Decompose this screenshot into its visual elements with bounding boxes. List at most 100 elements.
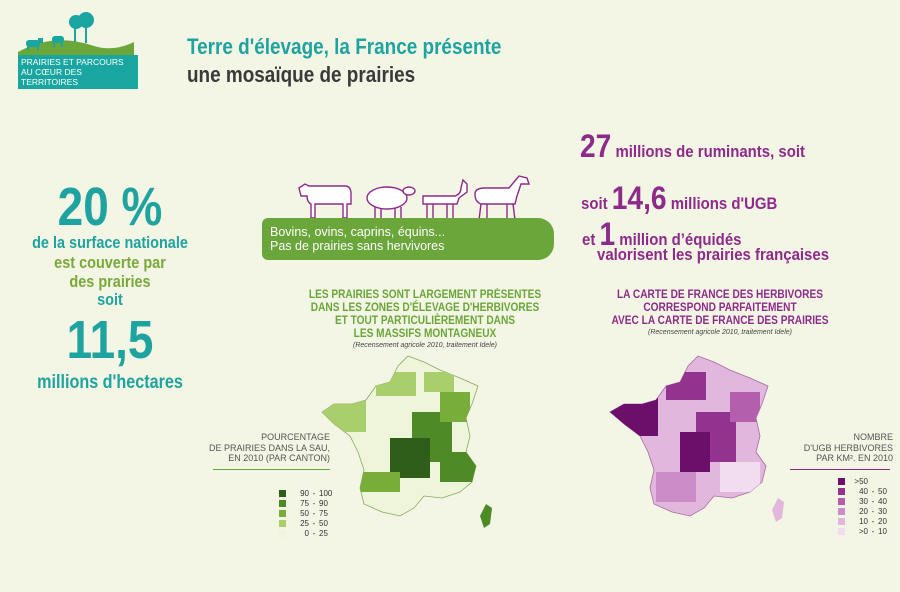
- equides-number: 1: [599, 216, 616, 252]
- legend-low: 20: [859, 506, 868, 516]
- ruminants-text: millions de ruminants, soit: [611, 142, 806, 161]
- legend-high: 25: [319, 528, 328, 538]
- legend-item: >50: [838, 476, 900, 486]
- green-map-heading: LES PRAIRIES SONT LARGEMENT PRÉSENTES DA…: [289, 289, 562, 341]
- legend-low: 30: [859, 496, 868, 506]
- purple-legend-title-3: PAR KM². EN 2010: [816, 453, 893, 463]
- legend-item: 50-75: [279, 508, 341, 518]
- legend-low: >0: [858, 526, 868, 536]
- corsica-shape: [772, 498, 784, 522]
- green-heading-4: LES MASSIFS MONTAGNEUX: [353, 328, 497, 340]
- legend-high: 100: [319, 488, 333, 498]
- legend-item: 25-50: [279, 518, 341, 528]
- equides-text: million d’équidés: [615, 230, 742, 249]
- horse-icon: [474, 175, 530, 221]
- legend-dash: -: [312, 518, 316, 528]
- title-line-2: une mosaïque de prairies: [187, 62, 416, 87]
- legend-dash: -: [312, 508, 316, 518]
- legend-item: 90-100: [279, 488, 341, 498]
- legend-high: 30: [878, 506, 887, 516]
- ugb-number: 14,6: [611, 180, 667, 216]
- logo: PRAIRIES ET PARCOURS AU CŒUR DES TERRITO…: [14, 12, 140, 89]
- green-legend-rule: [213, 469, 330, 470]
- purple-legend-rule: [790, 469, 890, 470]
- legend-swatch: [279, 509, 286, 517]
- legend-item: >0-10: [838, 526, 900, 536]
- france-herbivores-map: [609, 355, 784, 522]
- farm-landscape-icon: [18, 12, 134, 56]
- herbivores-banner: Bovins, ovins, caprins, équins... Pas de…: [262, 218, 554, 260]
- legend-item: 75-90: [279, 498, 341, 508]
- purple-map-heading: LA CARTE DE FRANCE DES HERBIVORES CORRES…: [588, 289, 852, 328]
- legend-low: >50: [854, 476, 868, 486]
- legend-swatch: [279, 519, 286, 527]
- legend-high: 50: [878, 486, 887, 496]
- purple-heading-1: LA CARTE DE FRANCE DES HERBIVORES: [616, 289, 823, 301]
- legend-item: 20-30: [838, 506, 900, 516]
- purple-heading-2: CORRESPOND PARFAITEMENT: [643, 302, 797, 314]
- valorisent-text: valorisent les prairies françaises: [597, 245, 830, 264]
- legend-dash: -: [871, 526, 875, 536]
- legend-dash: -: [871, 496, 875, 506]
- ruminants-stat: 27 millions de ruminants, soit: [580, 128, 805, 165]
- legend-swatch: [838, 497, 845, 505]
- ugb-prefix: soit: [581, 194, 612, 213]
- green-heading-1: LES PRAIRIES SONT LARGEMENT PRÉSENTES: [308, 289, 542, 301]
- legend-low: 40: [859, 486, 868, 496]
- legend-swatch: [279, 489, 286, 497]
- title-line-1: Terre d'élevage, la France présente: [187, 34, 502, 59]
- purple-legend-title-1: NOMBRE: [853, 432, 893, 442]
- green-map-source: (Recensement agricole 2010, traitement I…: [353, 342, 497, 349]
- legend-dash: -: [871, 506, 875, 516]
- purple-legend-title: NOMBRE D'UGB HERBIVORES PAR KM². EN 2010: [775, 432, 893, 464]
- ugb-stat: soit 14,6 millions d'UGB: [581, 180, 777, 217]
- ugb-text: millions d'UGB: [666, 194, 778, 213]
- corsica-shape: [480, 504, 492, 528]
- legend-dash: -: [312, 498, 316, 508]
- legend-item: 40-50: [838, 486, 900, 496]
- legend-dash: -: [312, 528, 316, 538]
- legend-swatch: [838, 487, 845, 495]
- purple-heading-3: AVEC LA CARTE DE FRANCE DES PRAIRIES: [611, 315, 829, 327]
- purple-legend-title-2: D'UGB HERBIVORES: [803, 442, 893, 453]
- purple-legend: >50 40-50 30-40 20-30 10-20 >0-10: [838, 476, 900, 536]
- equides-prefix: et: [582, 230, 600, 249]
- legend-swatch: [838, 517, 845, 525]
- legend-high: 10: [878, 526, 887, 536]
- legend-low: 50: [300, 508, 309, 518]
- legend-low: 75: [300, 498, 309, 508]
- legend-dash: -: [871, 486, 875, 496]
- legend-high: 50: [319, 518, 328, 528]
- hectares-value: 11,5: [66, 310, 154, 370]
- green-heading-2: DANS LES ZONES D'ÉLEVAGE D'HERBIVORES: [310, 302, 540, 314]
- sheep-icon: [366, 186, 416, 218]
- equides-stat: et 1 million d’équidés: [582, 216, 741, 253]
- banner-line-2: Pas de prairies sans hervivores: [270, 239, 445, 253]
- legend-low: 10: [859, 516, 868, 526]
- percent-text-1: de la surface nationale: [32, 233, 188, 252]
- percent-text-4: soit: [97, 290, 123, 309]
- cow-icon: [298, 183, 352, 219]
- logo-text: PRAIRIES ET PARCOURS AU CŒUR DES TERRITO…: [18, 55, 138, 89]
- legend-item: 0-25: [279, 528, 341, 538]
- percent-value: 20 %: [57, 177, 163, 237]
- legend-high: 75: [319, 508, 328, 518]
- animals-illustration: [298, 175, 530, 221]
- green-legend: 90-100 75-90 50-75 25-50 0-25: [279, 488, 341, 538]
- percent-text-3: des prairies: [69, 272, 151, 291]
- legend-dash: -: [871, 516, 875, 526]
- legend-swatch: [279, 529, 286, 537]
- legend-dash: -: [312, 488, 316, 498]
- legend-high: 90: [319, 498, 328, 508]
- green-legend-title-1: POURCENTAGE: [261, 432, 330, 442]
- legend-swatch: [838, 527, 845, 535]
- legend-low: 90: [300, 488, 309, 498]
- hectares-label: millions d'hectares: [37, 372, 183, 393]
- green-heading-3: ET TOUT PARTICULIÈREMENT DANS: [334, 315, 516, 327]
- goat-icon: [422, 178, 468, 218]
- green-legend-title-3: EN 2010 (PAR CANTON): [228, 453, 330, 463]
- legend-item: 10-20: [838, 516, 900, 526]
- percent-text-2: est couverte par: [54, 253, 166, 272]
- legend-item: 30-40: [838, 496, 900, 506]
- green-legend-title-2: DE PRAIRIES DANS LA SAU,: [208, 442, 330, 453]
